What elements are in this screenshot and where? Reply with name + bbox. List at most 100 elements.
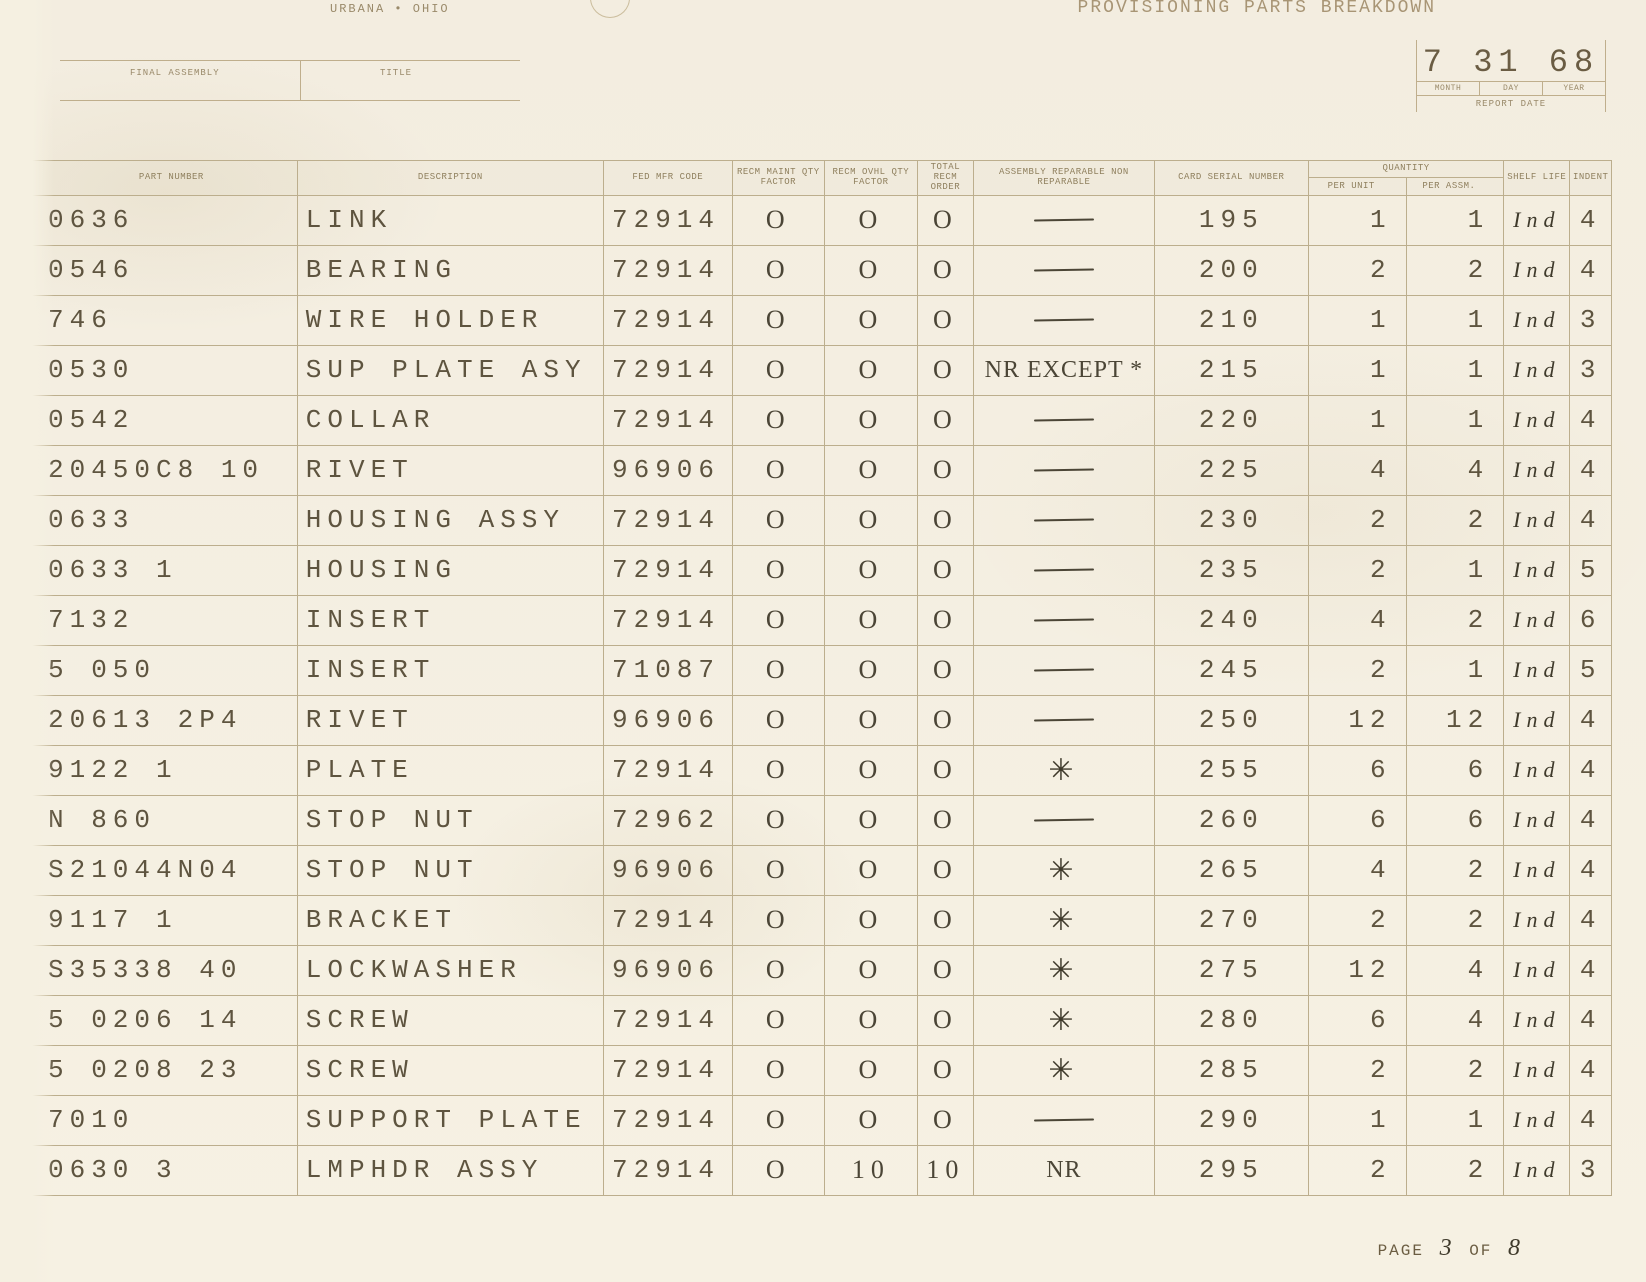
- cell-mfr-code: 72914: [604, 495, 733, 545]
- cell-qty-unit: 6: [1308, 795, 1406, 845]
- dash-icon: [1034, 261, 1094, 277]
- dash-icon: [1034, 311, 1094, 327]
- cell-mfr-code: 72914: [604, 245, 733, 295]
- cell-reparable: [974, 245, 1155, 295]
- cell-reparable: [974, 295, 1155, 345]
- cell-card-serial: 225: [1154, 445, 1308, 495]
- cell-shelf-life: Ind: [1504, 595, 1570, 645]
- cell-part-number: 7010: [32, 1095, 297, 1145]
- cell-shelf-life: Ind: [1504, 245, 1570, 295]
- month-label: MONTH: [1417, 82, 1480, 95]
- cell-reparable: ✳: [974, 1045, 1155, 1095]
- cell-recm-maint: O: [732, 845, 825, 895]
- cell-reparable: [974, 195, 1155, 245]
- cell-recm-ovhl: O: [825, 495, 918, 545]
- cell-card-serial: 240: [1154, 595, 1308, 645]
- cell-total-recm: O: [917, 445, 974, 495]
- cell-indent: 4: [1570, 245, 1612, 295]
- cell-reparable: [974, 695, 1155, 745]
- dash-icon: [1034, 711, 1094, 727]
- cell-recm-maint: O: [732, 395, 825, 445]
- cell-reparable: [974, 645, 1155, 695]
- cell-total-recm: O: [917, 695, 974, 745]
- cell-indent: 4: [1570, 445, 1612, 495]
- cell-indent: 5: [1570, 545, 1612, 595]
- cell-total-recm: O: [917, 595, 974, 645]
- cell-recm-ovhl: O: [825, 395, 918, 445]
- cell-qty-assm: 1: [1406, 345, 1504, 395]
- table-row: 0633HOUSING ASSY72914OOO23022Ind4: [32, 495, 1612, 545]
- cell-indent: 4: [1570, 695, 1612, 745]
- table-row: 0530SUP PLATE ASY72914OOONR EXCEPT *2151…: [32, 345, 1612, 395]
- cell-description: BEARING: [297, 245, 603, 295]
- cell-recm-maint: O: [732, 445, 825, 495]
- report-date-box: 7 31 68 MONTH DAY YEAR REPORT DATE: [1416, 40, 1606, 112]
- cell-description: COLLAR: [297, 395, 603, 445]
- cell-reparable: [974, 395, 1155, 445]
- col-qty-unit: PER UNIT: [1308, 178, 1406, 195]
- cell-card-serial: 195: [1154, 195, 1308, 245]
- cell-qty-unit: 4: [1308, 845, 1406, 895]
- table-header: PART NUMBER DESCRIPTION FED MFR CODE REC…: [32, 161, 1612, 196]
- table-row: 0633 1HOUSING72914OOO23521Ind5: [32, 545, 1612, 595]
- cell-card-serial: 275: [1154, 945, 1308, 995]
- cell-qty-assm: 2: [1406, 845, 1504, 895]
- cell-qty-unit: 2: [1308, 645, 1406, 695]
- table-row: 0546BEARING72914OOO20022Ind4: [32, 245, 1612, 295]
- cell-part-number: 20450C8 10: [32, 445, 297, 495]
- cell-mfr-code: 72914: [604, 1145, 733, 1195]
- cell-card-serial: 230: [1154, 495, 1308, 545]
- pager-current: 3: [1436, 1235, 1458, 1261]
- col-description: DESCRIPTION: [297, 161, 603, 196]
- cell-qty-unit: 2: [1308, 495, 1406, 545]
- cell-part-number: 20613 2P4: [32, 695, 297, 745]
- cell-qty-unit: 1: [1308, 295, 1406, 345]
- cell-recm-maint: O: [732, 995, 825, 1045]
- cell-recm-ovhl: O: [825, 295, 918, 345]
- cell-mfr-code: 72914: [604, 295, 733, 345]
- col-fed-mfr-code: FED MFR CODE: [604, 161, 733, 196]
- dash-icon: [1034, 411, 1094, 427]
- cell-recm-maint: O: [732, 745, 825, 795]
- cell-indent: 4: [1570, 895, 1612, 945]
- header: URBANA • OHIO PROVISIONING PARTS BREAKDO…: [0, 0, 1646, 160]
- cell-recm-maint: O: [732, 1145, 825, 1195]
- cell-qty-assm: 1: [1406, 395, 1504, 445]
- dash-icon: [1034, 1111, 1094, 1127]
- table-row: 5 050INSERT71087OOO24521Ind5: [32, 645, 1612, 695]
- cell-total-recm: O: [917, 345, 974, 395]
- cell-recm-maint: O: [732, 595, 825, 645]
- cell-indent: 5: [1570, 645, 1612, 695]
- cell-reparable: ✳: [974, 895, 1155, 945]
- cell-description: LINK: [297, 195, 603, 245]
- cell-recm-maint: O: [732, 1045, 825, 1095]
- cell-part-number: 0636: [32, 195, 297, 245]
- cell-mfr-code: 72914: [604, 395, 733, 445]
- cell-indent: 3: [1570, 345, 1612, 395]
- cell-qty-unit: 1: [1308, 395, 1406, 445]
- cell-shelf-life: Ind: [1504, 495, 1570, 545]
- dash-icon: [1034, 661, 1094, 677]
- cell-qty-unit: 1: [1308, 345, 1406, 395]
- cell-recm-maint: O: [732, 645, 825, 695]
- cell-card-serial: 270: [1154, 895, 1308, 945]
- cell-total-recm: O: [917, 1095, 974, 1145]
- cell-qty-assm: 1: [1406, 195, 1504, 245]
- cell-shelf-life: Ind: [1504, 745, 1570, 795]
- cell-card-serial: 250: [1154, 695, 1308, 745]
- cell-description: WIRE HOLDER: [297, 295, 603, 345]
- cell-total-recm: O: [917, 795, 974, 845]
- cell-part-number: 7132: [32, 595, 297, 645]
- cell-qty-unit: 4: [1308, 595, 1406, 645]
- cell-qty-unit: 2: [1308, 545, 1406, 595]
- cell-shelf-life: Ind: [1504, 1095, 1570, 1145]
- cell-recm-maint: O: [732, 345, 825, 395]
- cell-qty-unit: 2: [1308, 895, 1406, 945]
- asterisk-icon: ✳: [1048, 854, 1079, 887]
- col-card-serial: CARD SERIAL NUMBER: [1154, 161, 1308, 196]
- cell-part-number: 0633: [32, 495, 297, 545]
- cell-card-serial: 215: [1154, 345, 1308, 395]
- table-row: S35338 40LOCKWASHER96906OOO✳275124Ind4: [32, 945, 1612, 995]
- col-part-number: PART NUMBER: [32, 161, 297, 196]
- col-quantity-group: QUANTITY: [1308, 161, 1503, 178]
